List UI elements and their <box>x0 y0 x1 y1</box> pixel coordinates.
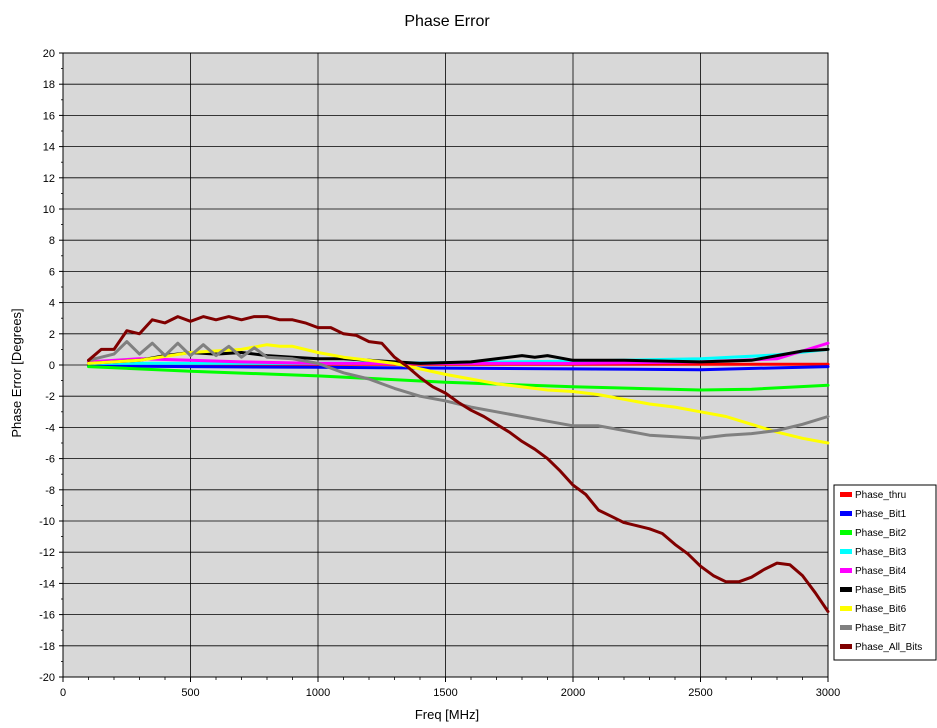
y-tick-label: -8 <box>45 485 55 497</box>
y-tick-label: 0 <box>49 360 55 372</box>
legend-swatch <box>840 587 852 592</box>
y-tick-label: -14 <box>39 578 55 590</box>
legend-label: Phase_All_Bits <box>855 642 922 653</box>
chart-title: Phase Error <box>404 13 490 30</box>
legend-label: Phase_Bit2 <box>855 528 907 539</box>
legend-label: Phase_Bit6 <box>855 604 907 615</box>
x-tick-label: 1500 <box>433 687 457 699</box>
legend-label: Phase_Bit7 <box>855 623 907 634</box>
legend-swatch <box>840 644 852 649</box>
x-tick-label: 2500 <box>688 687 712 699</box>
y-tick-label: -18 <box>39 641 55 653</box>
x-tick-label: 3000 <box>816 687 840 699</box>
y-tick-label: 8 <box>49 235 55 247</box>
y-tick-label: -10 <box>39 516 55 528</box>
y-tick-label: -20 <box>39 672 55 684</box>
legend-label: Phase_thru <box>855 490 906 501</box>
legend-swatch <box>840 530 852 535</box>
legend-swatch <box>840 511 852 516</box>
y-tick-label: 2 <box>49 329 55 341</box>
y-tick-label: -4 <box>45 422 55 434</box>
y-tick-label: 12 <box>43 173 55 185</box>
x-axis-label: Freq [MHz] <box>415 707 479 722</box>
y-tick-label: 14 <box>43 142 55 154</box>
series-layer <box>87 315 830 613</box>
y-tick-label: -6 <box>45 454 55 466</box>
axis-ticks: -20-18-16-14-12-10-8-6-4-202468101214161… <box>39 48 840 699</box>
legend-label: Phase_Bit5 <box>855 585 907 596</box>
legend-swatch <box>840 568 852 573</box>
y-tick-label: 16 <box>43 110 55 122</box>
series-line-phase-all-bits <box>87 315 830 613</box>
x-tick-label: 1000 <box>306 687 330 699</box>
y-tick-label: 20 <box>43 48 55 60</box>
y-tick-label: -2 <box>45 391 55 403</box>
y-tick-label: 4 <box>49 298 55 310</box>
x-tick-label: 500 <box>181 687 199 699</box>
legend-label: Phase_Bit3 <box>855 547 907 558</box>
legend-swatch <box>840 606 852 611</box>
y-tick-label: -12 <box>39 547 55 559</box>
y-axis-label: Phase Error [Degrees] <box>9 308 24 437</box>
x-tick-label: 2000 <box>561 687 585 699</box>
series-line-phase-bit6 <box>87 343 830 445</box>
legend-label: Phase_Bit4 <box>855 566 907 577</box>
legend-swatch <box>840 625 852 630</box>
legend-swatch <box>840 549 852 554</box>
y-tick-label: 10 <box>43 204 55 216</box>
series-line-phase-bit5 <box>87 347 830 365</box>
y-tick-label: -16 <box>39 610 55 622</box>
y-tick-label: 6 <box>49 266 55 278</box>
legend-swatch <box>840 492 852 497</box>
legend: Phase_thru Phase_Bit1 Phase_Bit2 Phase_Bit3… <box>833 484 937 661</box>
series-line-phase-bit7 <box>87 340 830 440</box>
series-line-phase-bit1 <box>87 364 830 372</box>
x-tick-label: 0 <box>60 687 66 699</box>
legend-label: Phase_Bit1 <box>855 509 907 520</box>
y-tick-label: 18 <box>43 79 55 91</box>
